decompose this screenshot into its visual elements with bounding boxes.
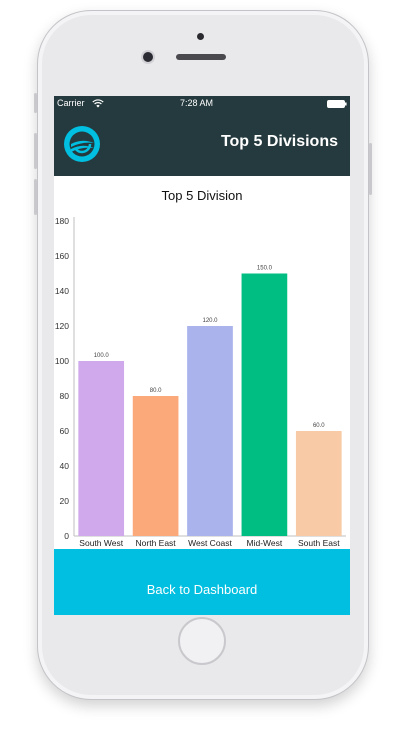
bar-mid-west bbox=[241, 273, 288, 536]
bar-south-east bbox=[295, 431, 342, 536]
status-bar: Carrier 7:28 AM bbox=[54, 96, 350, 112]
battery-icon bbox=[327, 100, 347, 108]
bar-value-label: 60.0 bbox=[313, 423, 325, 429]
bar-west-coast bbox=[187, 326, 233, 536]
y-tick-label: 160 bbox=[55, 251, 69, 261]
x-category-label: Mid-West bbox=[247, 538, 283, 548]
clock-label: 7:28 AM bbox=[180, 98, 214, 108]
bar-value-label: 80.0 bbox=[150, 388, 162, 394]
y-tick-label: 80 bbox=[60, 391, 70, 401]
bar-chart: Top 5 Division 020406080100120140160180 … bbox=[55, 188, 346, 548]
x-category-label: South West bbox=[79, 538, 123, 548]
y-tick-label: 140 bbox=[55, 286, 69, 296]
earpiece-speaker bbox=[176, 54, 226, 60]
bar-north-east bbox=[132, 396, 179, 536]
page-title: Top 5 Divisions bbox=[220, 133, 338, 150]
y-tick-label: 60 bbox=[60, 426, 70, 436]
bar-south-west bbox=[78, 361, 125, 536]
chart-bars: 100.0 South West 80.0 North East 120.0 West C… bbox=[78, 266, 342, 548]
mute-switch bbox=[34, 93, 37, 113]
front-sensor bbox=[197, 33, 204, 40]
y-tick-label: 100 bbox=[55, 356, 69, 366]
bar-value-label: 120.0 bbox=[202, 318, 218, 324]
back-to-dashboard-button[interactable]: Back to Dashboard bbox=[54, 549, 350, 615]
volume-up-button bbox=[34, 133, 37, 169]
front-camera bbox=[143, 52, 153, 62]
app-screen: Carrier 7:28 AM Top 5 Divisions Top 5 Di… bbox=[54, 96, 350, 615]
y-tick-label: 20 bbox=[60, 496, 70, 506]
y-tick-label: 0 bbox=[64, 531, 69, 541]
y-tick-label: 180 bbox=[55, 216, 69, 226]
bar-value-label: 100.0 bbox=[94, 353, 110, 359]
y-tick-label: 120 bbox=[55, 321, 69, 331]
nav-bar: Top 5 Divisions bbox=[54, 112, 350, 176]
bar-value-label: 150.0 bbox=[257, 266, 273, 272]
y-tick-label: 40 bbox=[60, 461, 70, 471]
app-logo-icon bbox=[64, 126, 100, 162]
carrier-label: Carrier bbox=[57, 98, 85, 108]
wifi-icon bbox=[92, 99, 104, 108]
power-button bbox=[369, 143, 372, 195]
home-button[interactable] bbox=[178, 617, 226, 665]
x-category-label: North East bbox=[136, 538, 177, 548]
chart-title: Top 5 Division bbox=[162, 188, 243, 203]
x-category-label: South East bbox=[298, 538, 340, 548]
volume-down-button bbox=[34, 179, 37, 215]
x-category-label: West Coast bbox=[188, 538, 232, 548]
